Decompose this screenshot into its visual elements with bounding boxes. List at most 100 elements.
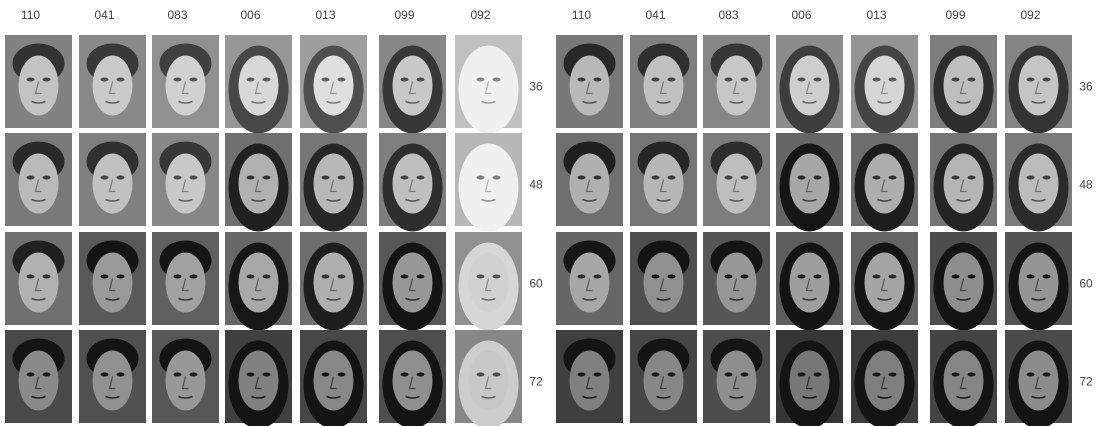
- nose: [34, 376, 42, 390]
- face-image: [5, 35, 72, 128]
- face-image: [851, 35, 918, 134]
- face: [92, 153, 133, 214]
- eye: [1026, 77, 1035, 82]
- eye: [888, 372, 897, 377]
- face-image: [5, 232, 72, 325]
- eye: [593, 372, 602, 377]
- mouth: [802, 198, 817, 202]
- face-image: [630, 133, 697, 226]
- panel: 110 041 083 006 013 099 092 36 48 60 72: [556, 8, 1093, 426]
- face: [943, 153, 984, 214]
- face: [18, 55, 59, 116]
- column-label: 041: [645, 8, 665, 22]
- column-label: 013: [866, 8, 886, 22]
- nose: [181, 179, 189, 193]
- eye: [724, 77, 733, 82]
- nose: [34, 179, 42, 193]
- mouth: [802, 100, 817, 104]
- eye: [888, 77, 897, 82]
- mouth: [877, 198, 892, 202]
- mouth: [877, 395, 892, 399]
- nose: [732, 376, 740, 390]
- face-image: [455, 133, 522, 232]
- eye: [189, 77, 198, 82]
- eye: [400, 274, 409, 279]
- eye: [813, 77, 822, 82]
- nose: [959, 376, 967, 390]
- eye: [813, 274, 822, 279]
- eye: [400, 77, 409, 82]
- mouth: [582, 198, 597, 202]
- face-image: [379, 133, 446, 232]
- eye: [872, 372, 881, 377]
- mouth: [251, 198, 266, 202]
- face: [165, 55, 206, 116]
- eye: [813, 372, 822, 377]
- mouth: [178, 100, 193, 104]
- eye: [321, 274, 330, 279]
- eye: [577, 175, 586, 180]
- face: [18, 350, 59, 411]
- eye: [651, 274, 660, 279]
- face: [943, 350, 984, 411]
- face: [392, 153, 433, 214]
- mouth: [877, 100, 892, 104]
- eye: [189, 175, 198, 180]
- face-image: [225, 330, 292, 426]
- nose: [181, 81, 189, 95]
- face-image: [152, 35, 219, 128]
- eye: [1042, 274, 1051, 279]
- eye: [100, 372, 109, 377]
- eye: [740, 175, 749, 180]
- eye: [724, 175, 733, 180]
- face-image: [379, 330, 446, 426]
- face: [92, 55, 133, 116]
- mouth: [1031, 395, 1046, 399]
- mouth: [405, 297, 420, 301]
- face: [716, 153, 757, 214]
- face-image: [455, 330, 522, 426]
- mouth: [656, 198, 671, 202]
- column-label: 110: [21, 8, 40, 22]
- eye: [116, 77, 125, 82]
- nose: [329, 81, 337, 95]
- eye: [116, 274, 125, 279]
- face-image: [703, 330, 770, 423]
- face-image: [851, 133, 918, 232]
- eye: [813, 175, 822, 180]
- eye: [593, 274, 602, 279]
- mouth: [178, 198, 193, 202]
- mouth: [956, 100, 971, 104]
- face: [238, 55, 279, 116]
- nose: [585, 179, 593, 193]
- eye: [1042, 77, 1051, 82]
- mouth: [31, 395, 46, 399]
- mouth: [656, 100, 671, 104]
- eye: [246, 77, 255, 82]
- eye: [337, 77, 346, 82]
- eye: [667, 77, 676, 82]
- eye: [872, 274, 881, 279]
- eye: [1026, 175, 1035, 180]
- mouth: [481, 297, 496, 301]
- face: [468, 252, 509, 313]
- eye: [492, 372, 501, 377]
- face-image: [79, 330, 146, 423]
- row-label: 36: [529, 80, 543, 94]
- eye: [321, 175, 330, 180]
- nose: [659, 278, 667, 292]
- eye: [476, 274, 485, 279]
- face: [864, 350, 905, 411]
- face-image: [630, 330, 697, 423]
- eye: [416, 175, 425, 180]
- eye: [100, 274, 109, 279]
- eye: [951, 274, 960, 279]
- eye: [797, 77, 806, 82]
- nose: [585, 376, 593, 390]
- eye: [189, 372, 198, 377]
- face-image: [152, 330, 219, 423]
- face: [643, 252, 684, 313]
- mouth: [481, 198, 496, 202]
- nose: [329, 278, 337, 292]
